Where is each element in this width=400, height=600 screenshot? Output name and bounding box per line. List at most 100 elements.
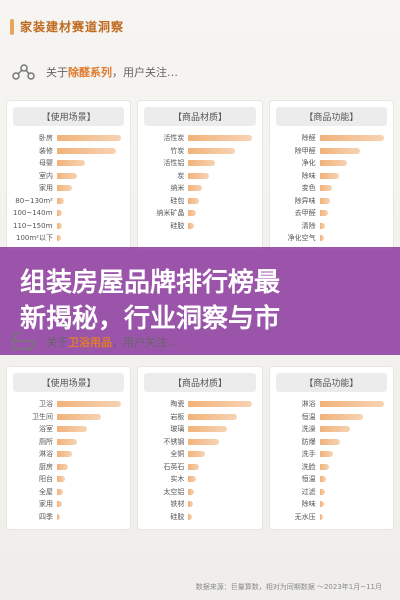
card-header: 【使用场景】 xyxy=(13,373,125,392)
bar-track xyxy=(319,488,387,495)
bar-row: 四季 xyxy=(13,511,124,524)
bar-label: 阳台 xyxy=(39,475,53,484)
bar-track xyxy=(188,476,255,483)
bar-fill xyxy=(57,197,64,204)
bar-label: 母婴 xyxy=(39,159,53,168)
bar-fill xyxy=(188,135,253,142)
bar-row: 淋浴 xyxy=(276,398,387,411)
bar-track xyxy=(57,426,124,433)
bar-fill xyxy=(188,222,195,229)
bar-label: 恒温 xyxy=(301,475,316,484)
headline-banner: 组装房屋品牌排行榜最 新揭秘，行业洞察与市 xyxy=(0,247,400,355)
bar-fill xyxy=(319,401,384,408)
bar-row: 浴室 xyxy=(13,423,124,436)
bar-fill xyxy=(319,501,324,508)
bar-track xyxy=(319,210,387,217)
bar-fill xyxy=(57,401,121,408)
bar-label: 卫生间 xyxy=(32,412,53,421)
bar-label: 活性炭 xyxy=(163,134,185,143)
bar-track xyxy=(188,197,255,204)
bar-row: 无水压 xyxy=(276,511,387,524)
bar-track xyxy=(319,438,387,445)
bar-track xyxy=(57,463,124,470)
footnote: 数据来源：巨量算数，相对为同期数据 ～2023年1月~11月 xyxy=(195,583,382,591)
bar-row: 80~130m² xyxy=(13,195,124,208)
bar-fill xyxy=(319,235,324,242)
bar-label: 石英石 xyxy=(163,462,185,471)
bar-row: 岩板 xyxy=(144,411,255,424)
bar-fill xyxy=(57,488,64,495)
bar-row: 阳台 xyxy=(13,473,124,486)
bar-row: 去甲醛 xyxy=(276,207,387,220)
bar-row: 清除 xyxy=(276,220,387,233)
bar-label: 厕所 xyxy=(39,437,53,446)
bar-track xyxy=(57,147,124,154)
bar-label: 100~140m² xyxy=(13,209,53,218)
bar-fill xyxy=(188,451,206,458)
bar-label: 除异味 xyxy=(294,196,316,205)
bar-label: 清除 xyxy=(301,221,316,230)
bar-fill xyxy=(319,488,326,495)
section2-title: 关于卫浴用品，用户关注… xyxy=(46,336,178,349)
bar-row: 活性炭 xyxy=(144,132,255,145)
card-header: 【商品功能】 xyxy=(275,107,387,126)
bar-track xyxy=(319,413,387,420)
bar-label: 浴室 xyxy=(39,425,53,434)
bar-row: 炭 xyxy=(144,170,255,183)
bar-track xyxy=(188,160,255,167)
bar-fill xyxy=(188,160,216,167)
bar-fill xyxy=(188,197,200,204)
bar-track xyxy=(319,135,387,142)
bar-row: 全屋 xyxy=(13,486,124,499)
bar-fill xyxy=(188,501,194,508)
bar-fill xyxy=(57,513,61,520)
bar-fill xyxy=(188,426,228,433)
bar-label: 家用 xyxy=(39,500,53,509)
bar-track xyxy=(188,147,255,154)
bar-row: 除异味 xyxy=(276,195,387,208)
headline-line2: 新揭秘，行业洞察与市 xyxy=(20,304,281,334)
bar-track xyxy=(188,488,255,495)
bar-row: 不锈钢 xyxy=(144,436,255,449)
bar-row: 卫浴 xyxy=(13,398,124,411)
bar-label: 炭 xyxy=(177,171,185,180)
bar-track xyxy=(57,476,124,483)
category-card: 【使用场景】 卫浴 卫生间 浴室 厕所 淋浴 厨房 阳台 全屋 家用 四季 xyxy=(6,366,132,530)
bar-label: 不锈钢 xyxy=(163,437,185,446)
bar-fill xyxy=(57,501,62,508)
bar-fill xyxy=(188,172,209,179)
bar-label: 110~150m² xyxy=(13,221,53,230)
bar-label: 无水压 xyxy=(294,512,316,521)
bar-row: 卧房 xyxy=(13,132,124,145)
section1-title: 关于除醛系列，用户关注… xyxy=(46,66,178,79)
header-accent-bar xyxy=(10,18,14,35)
bar-fill xyxy=(57,222,62,229)
bar-label: 防爆 xyxy=(301,437,316,446)
bar-label: 除醛 xyxy=(301,134,316,143)
bar-row: 恒温 xyxy=(276,411,387,424)
bar-track xyxy=(57,451,124,458)
bar-row: 玻璃 xyxy=(144,423,255,436)
bar-fill xyxy=(188,463,200,470)
bar-fill xyxy=(319,135,384,142)
bar-row: 实木 xyxy=(144,473,255,486)
bar-fill xyxy=(57,172,78,179)
bar-label: 四季 xyxy=(39,512,53,521)
bar-label: 太空铝 xyxy=(163,487,185,496)
bar-label: 厨房 xyxy=(39,462,53,471)
bar-label: 洗手 xyxy=(301,450,316,459)
bar-label: 除味 xyxy=(301,500,316,509)
bar-track xyxy=(57,501,124,508)
bar-label: 变色 xyxy=(301,184,316,193)
bar-row: 太空铝 xyxy=(144,486,255,499)
bar-row: 室内 xyxy=(13,170,124,183)
bar-track xyxy=(57,185,124,192)
bar-row: 防爆 xyxy=(276,436,387,449)
bar-label: 全铜 xyxy=(170,450,185,459)
bar-fill xyxy=(188,513,192,520)
category-card: 【商品功能】 淋浴 恒温 洗澡 防爆 洗手 洗脸 恒温 过滤 除味 无水压 xyxy=(268,366,394,530)
bar-track xyxy=(319,172,387,179)
bar-row: 厕所 xyxy=(13,436,124,449)
bar-track xyxy=(319,426,387,433)
bar-track xyxy=(57,210,124,217)
